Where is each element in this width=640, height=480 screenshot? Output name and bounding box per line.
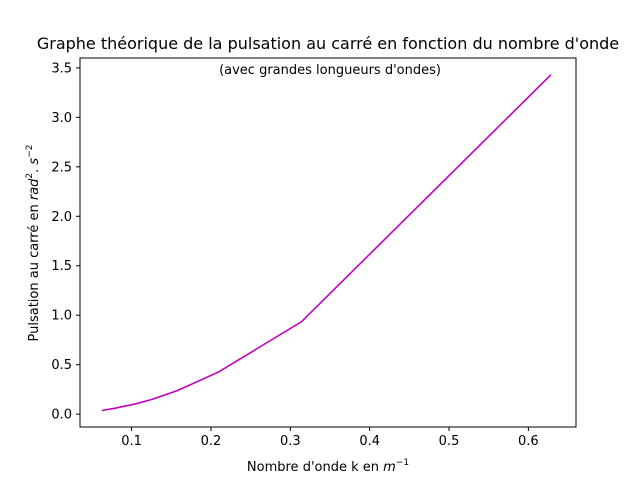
y-axis-label: Pulsation au carré en rad2. s−2 bbox=[25, 144, 42, 341]
x-axis-label-text: Nombre d'onde k en bbox=[247, 460, 383, 475]
series-line-0 bbox=[101, 74, 552, 412]
chart-title: Graphe théorique de la pulsation au carr… bbox=[37, 34, 619, 53]
y-tick-label: 2.5 bbox=[51, 160, 72, 175]
y-axis-label-exponent-1: 2 bbox=[25, 173, 35, 179]
x-tick-label: 0.6 bbox=[518, 434, 539, 449]
x-tick-label: 0.4 bbox=[359, 434, 380, 449]
y-tick-label: 1.5 bbox=[51, 259, 72, 274]
x-axis-label: Nombre d'onde k en m−1 bbox=[247, 458, 409, 475]
y-tick-label: 1.0 bbox=[51, 309, 72, 324]
y-tick-label: 0.5 bbox=[51, 358, 72, 373]
y-tick-label: 3.0 bbox=[51, 111, 72, 126]
y-tick-label: 3.5 bbox=[51, 61, 72, 76]
x-axis-label-exponent: −1 bbox=[396, 458, 409, 468]
y-axis-label-text: Pulsation au carré en bbox=[27, 200, 42, 341]
plot-area: (avec grandes longueurs d'ondes) 0.1 0.2 0… bbox=[51, 57, 577, 449]
x-axis-ticks: 0.1 0.2 0.3 0.4 0.5 0.6 bbox=[121, 427, 539, 449]
y-tick-label: 0.0 bbox=[51, 408, 72, 423]
chart-annotation: (avec grandes longueurs d'ondes) bbox=[219, 63, 441, 78]
x-tick-label: 0.3 bbox=[280, 434, 301, 449]
y-axis-label-unit-rad: rad bbox=[27, 178, 42, 200]
x-axis-label-unit: m bbox=[383, 460, 396, 475]
y-axis-label-unit-s: s bbox=[27, 158, 42, 165]
y-axis-ticks: 0.0 0.5 1.0 1.5 2.0 2.5 3.0 3.5 bbox=[51, 61, 80, 423]
y-tick-label: 2.0 bbox=[51, 210, 72, 225]
x-tick-label: 0.5 bbox=[439, 434, 460, 449]
y-axis-label-exponent-2: −2 bbox=[25, 144, 35, 157]
y-axis-label-separator: . bbox=[27, 165, 42, 173]
series-layer bbox=[101, 74, 552, 412]
plot-frame bbox=[79, 57, 577, 428]
x-tick-label: 0.1 bbox=[121, 434, 142, 449]
x-tick-label: 0.2 bbox=[201, 434, 222, 449]
